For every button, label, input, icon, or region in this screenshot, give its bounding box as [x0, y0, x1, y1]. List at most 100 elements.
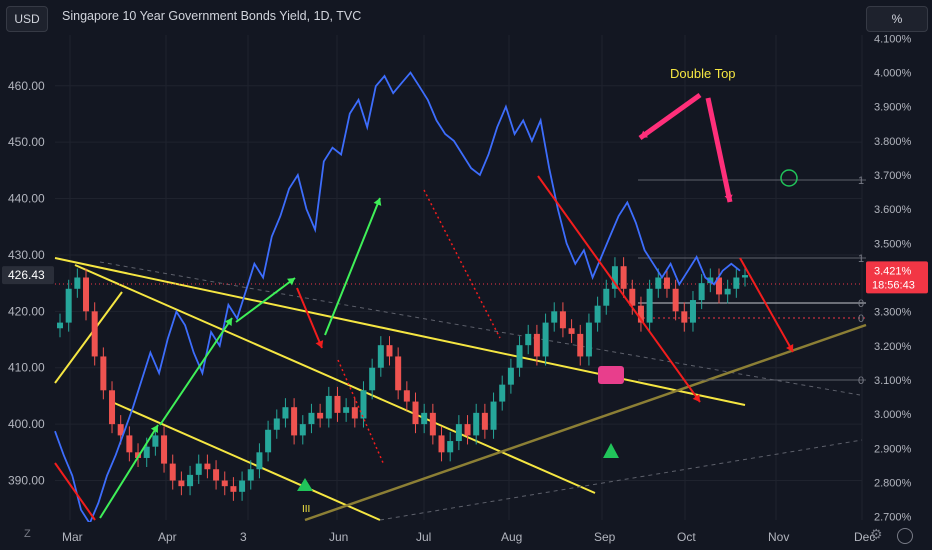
candle-body — [473, 412, 480, 436]
right-axis-tick: 3.900% — [874, 102, 912, 114]
right-last-value-label: 3.421% — [874, 265, 912, 277]
right-axis-tick: 4.000% — [874, 68, 912, 80]
x-axis-tick: Sep — [594, 530, 616, 544]
candle-body — [117, 424, 124, 436]
x-axis-tick: Jul — [416, 530, 431, 544]
x-axis-tick: Apr — [158, 530, 177, 544]
x-axis-tick: 3 — [240, 530, 247, 544]
candle-body — [447, 441, 454, 453]
left-axis-tick: 440.00 — [8, 192, 45, 206]
candle-body — [178, 480, 185, 487]
yellow-trendline-upper — [54, 257, 746, 406]
candle-body — [265, 429, 272, 453]
left-axis-tick: 430.00 — [8, 248, 45, 262]
right-countdown-label: 18:56:43 — [872, 279, 915, 291]
candle-body — [559, 311, 566, 329]
candle-body — [126, 435, 133, 453]
candle-body — [143, 446, 150, 458]
candle-body — [239, 480, 246, 492]
candle-body — [655, 277, 662, 289]
candle-body — [282, 407, 289, 419]
candle-body — [689, 300, 696, 323]
right-axis-tick: 3.000% — [874, 409, 912, 421]
green-impulse-arrowhead — [150, 425, 158, 433]
candle-body — [611, 266, 618, 289]
zoom-icon[interactable]: Z — [24, 528, 31, 540]
candle-body — [74, 277, 81, 289]
red-arrowhead — [315, 340, 324, 348]
fib-level-label: 1 — [858, 175, 864, 187]
candle-body — [273, 418, 280, 430]
red-down-line — [54, 462, 96, 521]
candle-body — [343, 407, 350, 413]
currency-badge[interactable]: USD — [6, 6, 48, 32]
candle-body — [83, 277, 90, 312]
green-impulse-line — [235, 277, 296, 323]
left-axis-tick: 400.00 — [8, 417, 45, 431]
candle-body — [672, 288, 679, 312]
right-axis-tick: 3.100% — [874, 375, 912, 387]
right-axis[interactable]: 4.100% 4.000% 3.900% 3.800% 3.700% 3.600% 3.50… — [866, 33, 928, 524]
candle-body — [568, 328, 575, 334]
left-last-price-box — [2, 266, 54, 285]
green-impulse-line — [324, 197, 381, 336]
fib-level-label: 0 — [858, 298, 864, 310]
candle-body — [490, 401, 497, 430]
candle-body — [681, 311, 688, 323]
x-axis-tick: Oct — [677, 530, 696, 544]
candle-body — [742, 275, 748, 278]
left-axis-tick: 450.00 — [8, 135, 45, 149]
candle-body — [247, 469, 254, 481]
candle-body — [421, 412, 428, 425]
candle-body — [109, 390, 116, 425]
candle-body — [733, 277, 740, 289]
red-arrowhead — [786, 344, 794, 352]
yellow-trendline-left — [54, 291, 123, 384]
candle-body — [213, 469, 220, 481]
currency-label: USD — [14, 12, 40, 26]
candle-body — [221, 480, 228, 487]
grid — [55, 35, 863, 520]
candle-body — [724, 288, 731, 295]
right-axis-tick: 3.700% — [874, 170, 912, 182]
red-projection-line — [537, 175, 701, 403]
left-axis[interactable]: 460.00 450.00 440.00 430.00 420.00 410.00 400.… — [2, 79, 54, 488]
chart-title: Singapore 10 Year Government Bonds Yield… — [62, 9, 362, 23]
candle-body — [161, 435, 168, 464]
candle-body — [629, 288, 636, 306]
candle-body — [360, 390, 367, 419]
candle-body — [91, 311, 98, 357]
tradingview-logo-icon[interactable] — [897, 528, 913, 544]
candle-body — [542, 322, 549, 357]
candle-body — [533, 333, 540, 357]
candle-body — [525, 333, 532, 346]
pink-callout-arrowhead — [640, 130, 648, 138]
candle-body — [403, 390, 410, 402]
candle-body — [334, 395, 341, 413]
green-impulse-line — [159, 317, 233, 426]
candle-body — [351, 407, 358, 419]
left-axis-tick: 410.00 — [8, 361, 45, 375]
candle-body — [455, 424, 462, 442]
grey-dashed-line — [99, 261, 861, 396]
fib-level-label: 0 — [858, 375, 864, 387]
red-dotted-projection — [337, 359, 385, 466]
green-impulse-arrowhead — [287, 278, 295, 286]
candle-body — [57, 322, 63, 329]
candle-body — [325, 395, 332, 419]
right-axis-tick: 2.700% — [874, 512, 912, 524]
x-axis-tick: Dec — [854, 530, 875, 544]
pink-callout-arrow-right — [705, 97, 733, 203]
candle-body — [663, 277, 670, 289]
scale-badge[interactable]: % — [866, 6, 928, 32]
right-axis-tick: 2.900% — [874, 443, 912, 455]
candle-body — [646, 288, 653, 323]
candle-body — [299, 424, 306, 436]
candle-body — [152, 435, 159, 447]
candle-body — [429, 412, 436, 436]
zoom-icon-label: Z — [24, 528, 31, 540]
candle-body — [585, 322, 592, 357]
gear-icon[interactable]: ⚙ — [870, 526, 883, 542]
x-axis[interactable]: Mar Apr 3 Jun Jul Aug Sep Oct Nov Dec — [0, 522, 932, 550]
